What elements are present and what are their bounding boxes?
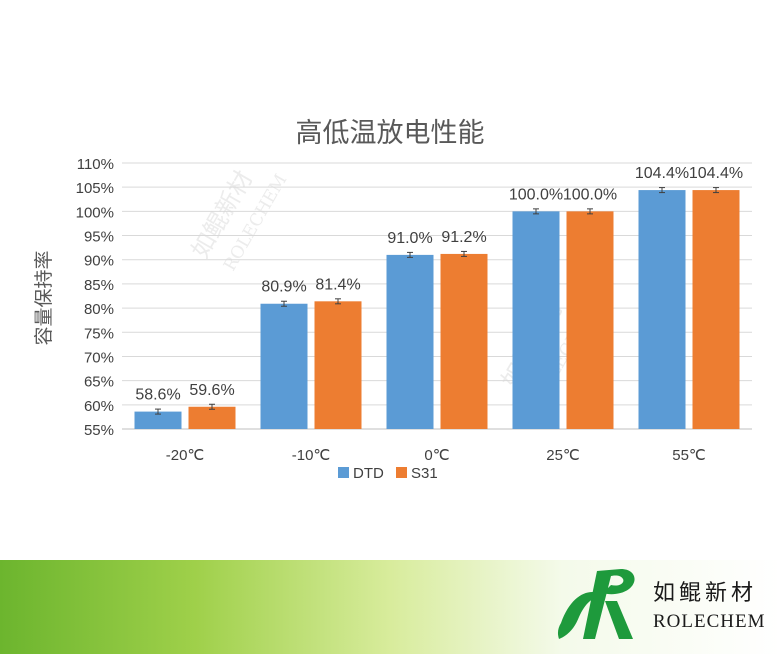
data-label: 104.4% xyxy=(635,165,689,182)
x-tick-label: -10℃ xyxy=(292,447,331,464)
y-tick-label: 65% xyxy=(84,374,114,391)
data-label: 91.2% xyxy=(441,229,486,246)
bar-s31 xyxy=(314,301,362,429)
y-tick-labels: 55% 60% 65% 70% 75% 80% 85% 90% 95% 100% 105% 110% xyxy=(76,156,114,439)
bar-dtd xyxy=(512,211,560,429)
bar-chart: 如鲲新材ROLECHEM如鲲新材ROLECHEM 高低温放电性能 容量保持率 5… xyxy=(33,118,752,482)
y-tick-label: 90% xyxy=(84,253,114,270)
footer-band xyxy=(0,560,781,654)
y-tick-label: 70% xyxy=(84,349,114,366)
y-tick-label: 75% xyxy=(84,325,114,342)
x-tick-label: 25℃ xyxy=(546,447,580,464)
bar-s31 xyxy=(440,253,488,429)
bar-dtd xyxy=(638,190,686,429)
y-axis-label: 容量保持率 xyxy=(33,250,55,345)
y-tick-label: 60% xyxy=(84,398,114,415)
legend-label-s31: S31 xyxy=(411,465,438,482)
chart-title: 高低温放电性能 xyxy=(296,118,485,149)
y-tick-label: 55% xyxy=(84,422,114,439)
data-label: 80.9% xyxy=(261,279,306,296)
y-tick-label: 80% xyxy=(84,301,114,318)
legend: DTD S31 xyxy=(338,465,438,482)
bars: 58.6% 59.6% 80.9% 81.4% 91.0% 91.2% 100.0% 100.… xyxy=(134,165,743,429)
y-tick-label: 105% xyxy=(76,180,114,197)
data-label: 104.4% xyxy=(689,165,743,182)
logo-chinese-name: 如鲲新材 xyxy=(653,581,758,606)
company-logo: 如鲲新材 ROLECHEM xyxy=(555,565,781,650)
x-tick-labels: -20℃ -10℃ 0℃ 25℃ 55℃ xyxy=(166,447,706,464)
data-label: 100.0% xyxy=(509,186,563,203)
legend-swatch-s31 xyxy=(396,467,407,478)
data-label: 58.6% xyxy=(135,387,180,404)
y-tick-label: 85% xyxy=(84,277,114,294)
data-label: 100.0% xyxy=(563,186,617,203)
legend-label-dtd: DTD xyxy=(353,465,384,482)
bar-s31 xyxy=(566,211,614,429)
bar-s31 xyxy=(188,406,236,429)
logo-english-name: ROLECHEM xyxy=(653,611,766,632)
bar-dtd xyxy=(260,303,308,429)
x-tick-label: 55℃ xyxy=(672,447,706,464)
data-label: 59.6% xyxy=(189,382,234,399)
y-tick-label: 100% xyxy=(76,204,114,221)
bar-s31 xyxy=(692,190,740,429)
x-tick-label: 0℃ xyxy=(424,447,449,464)
x-tick-label: -20℃ xyxy=(166,447,205,464)
data-label: 81.4% xyxy=(315,276,360,293)
y-tick-label: 95% xyxy=(84,229,114,246)
y-tick-label: 110% xyxy=(77,156,114,173)
bar-dtd xyxy=(134,411,182,429)
rolechem-logo-icon xyxy=(557,569,635,639)
bar-dtd xyxy=(386,254,434,429)
data-label: 91.0% xyxy=(387,230,432,247)
legend-swatch-dtd xyxy=(338,467,349,478)
